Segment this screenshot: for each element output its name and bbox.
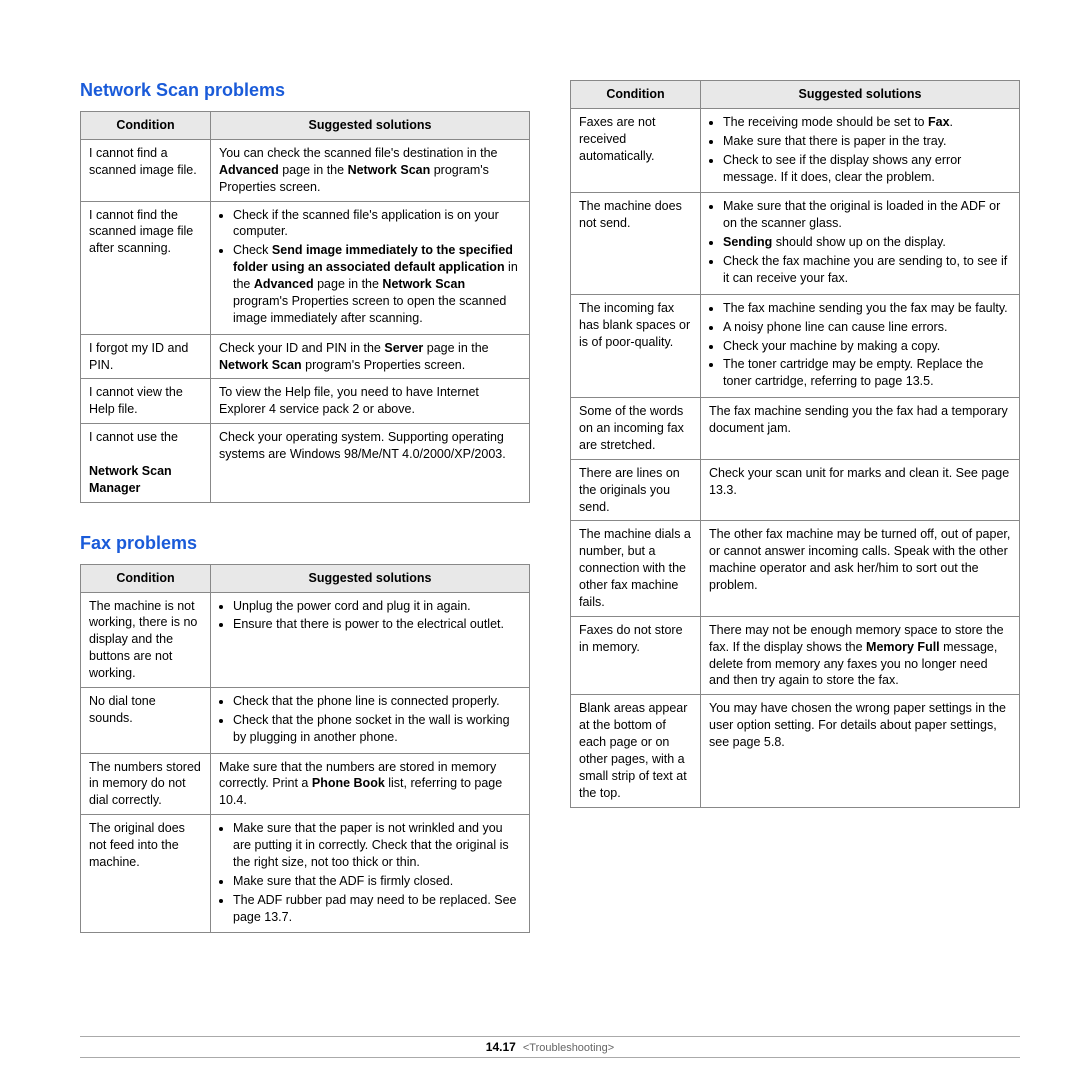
cell-solution: Check your operating system. Supporting …: [211, 424, 530, 503]
col-condition: Condition: [81, 564, 211, 592]
table-row: No dial tone sounds.Check that the phone…: [81, 687, 530, 753]
table-row: I cannot find a scanned image file.You c…: [81, 139, 530, 201]
table-row: There are lines on the originals you sen…: [571, 459, 1020, 521]
cell-condition: I cannot find a scanned image file.: [81, 139, 211, 201]
cell-solution: To view the Help file, you need to have …: [211, 379, 530, 424]
fax-right-table: Condition Suggested solutions Faxes are …: [570, 80, 1020, 808]
cell-condition: Faxes do not store in memory.: [571, 616, 701, 695]
cell-solution: Check your scan unit for marks and clean…: [701, 459, 1020, 521]
fax-left-tbody: The machine is not working, there is no …: [81, 592, 530, 933]
two-column-layout: Network Scan problems Condition Suggeste…: [80, 80, 1020, 933]
table-row: Faxes are not received automatically.The…: [571, 108, 1020, 193]
table-row: I forgot my ID and PIN.Check your ID and…: [81, 334, 530, 379]
cell-condition: The machine does not send.: [571, 193, 701, 294]
table-row: The machine does not send.Make sure that…: [571, 193, 1020, 294]
cell-solution: Check your ID and PIN in the Server page…: [211, 334, 530, 379]
cell-solution: Make sure that the numbers are stored in…: [211, 753, 530, 815]
table-row: Some of the words on an incoming fax are…: [571, 398, 1020, 460]
cell-condition: Blank areas appear at the bottom of each…: [571, 695, 701, 807]
left-column: Network Scan problems Condition Suggeste…: [80, 80, 530, 933]
col-solutions: Suggested solutions: [701, 81, 1020, 109]
cell-condition: Faxes are not received automatically.: [571, 108, 701, 193]
network-scan-tbody: I cannot find a scanned image file.You c…: [81, 139, 530, 502]
table-row: I cannot view the Help file.To view the …: [81, 379, 530, 424]
page-content: Network Scan problems Condition Suggeste…: [0, 0, 1080, 933]
cell-condition: There are lines on the originals you sen…: [571, 459, 701, 521]
page-footer: 14.17 <Troubleshooting>: [80, 1036, 1020, 1058]
cell-condition: The original does not feed into the mach…: [81, 815, 211, 933]
cell-solution: Make sure that the paper is not wrinkled…: [211, 815, 530, 933]
cell-solution: Check if the scanned file's application …: [211, 201, 530, 334]
table-row: I cannot use theNetwork Scan ManagerChec…: [81, 424, 530, 503]
table-header-row: Condition Suggested solutions: [571, 81, 1020, 109]
table-row: The machine is not working, there is no …: [81, 592, 530, 687]
col-solutions: Suggested solutions: [211, 564, 530, 592]
section-title-network-scan: Network Scan problems: [80, 80, 530, 101]
cell-condition: I cannot use theNetwork Scan Manager: [81, 424, 211, 503]
cell-solution: Check that the phone line is connected p…: [211, 687, 530, 753]
cell-solution: You may have chosen the wrong paper sett…: [701, 695, 1020, 807]
col-solutions: Suggested solutions: [211, 112, 530, 140]
cell-solution: You can check the scanned file's destina…: [211, 139, 530, 201]
cell-solution: Make sure that the original is loaded in…: [701, 193, 1020, 294]
table-header-row: Condition Suggested solutions: [81, 564, 530, 592]
cell-condition: The machine dials a number, but a connec…: [571, 521, 701, 616]
cell-solution: The other fax machine may be turned off,…: [701, 521, 1020, 616]
table-header-row: Condition Suggested solutions: [81, 112, 530, 140]
cell-condition: I cannot find the scanned image file aft…: [81, 201, 211, 334]
cell-solution: The fax machine sending you the fax may …: [701, 294, 1020, 397]
section-title-fax: Fax problems: [80, 533, 530, 554]
cell-condition: No dial tone sounds.: [81, 687, 211, 753]
cell-condition: Some of the words on an incoming fax are…: [571, 398, 701, 460]
cell-condition: The machine is not working, there is no …: [81, 592, 211, 687]
fax-left-table: Condition Suggested solutions The machin…: [80, 564, 530, 934]
cell-solution: The receiving mode should be set to Fax.…: [701, 108, 1020, 193]
table-row: Faxes do not store in memory.There may n…: [571, 616, 1020, 695]
table-row: The numbers stored in memory do not dial…: [81, 753, 530, 815]
cell-condition: I cannot view the Help file.: [81, 379, 211, 424]
table-row: The incoming fax has blank spaces or is …: [571, 294, 1020, 397]
footer-section-label: <Troubleshooting>: [523, 1042, 614, 1054]
cell-condition: The numbers stored in memory do not dial…: [81, 753, 211, 815]
table-row: The machine dials a number, but a connec…: [571, 521, 1020, 616]
col-condition: Condition: [81, 112, 211, 140]
network-scan-table: Condition Suggested solutions I cannot f…: [80, 111, 530, 503]
table-row: Blank areas appear at the bottom of each…: [571, 695, 1020, 807]
table-row: I cannot find the scanned image file aft…: [81, 201, 530, 334]
cell-condition: I forgot my ID and PIN.: [81, 334, 211, 379]
table-row: The original does not feed into the mach…: [81, 815, 530, 933]
col-condition: Condition: [571, 81, 701, 109]
cell-solution: The fax machine sending you the fax had …: [701, 398, 1020, 460]
cell-condition: The incoming fax has blank spaces or is …: [571, 294, 701, 397]
cell-solution: Unplug the power cord and plug it in aga…: [211, 592, 530, 687]
cell-solution: There may not be enough memory space to …: [701, 616, 1020, 695]
right-column: Condition Suggested solutions Faxes are …: [570, 80, 1020, 933]
fax-right-tbody: Faxes are not received automatically.The…: [571, 108, 1020, 807]
page-number: 14.17: [486, 1040, 516, 1054]
